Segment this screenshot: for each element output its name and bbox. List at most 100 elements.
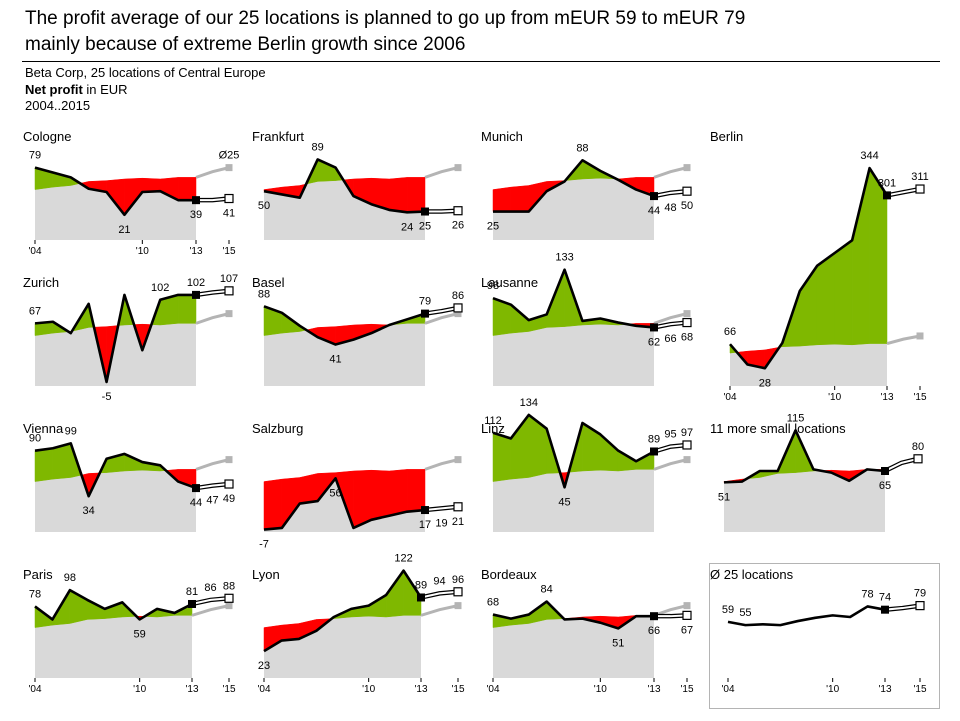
deviation-fill bbox=[388, 469, 408, 517]
value-label: 88 bbox=[223, 580, 235, 592]
value-label: 74 bbox=[879, 592, 891, 604]
headline: The profit average of our 25 locations i… bbox=[25, 6, 925, 58]
panel-title: Lausanne bbox=[481, 275, 538, 290]
value-label: 78 bbox=[861, 588, 873, 600]
company-line: Beta Corp, 25 locations of Central Europ… bbox=[25, 65, 266, 80]
plan-end-marker bbox=[453, 303, 463, 313]
deviation-fill bbox=[834, 239, 853, 346]
x-tick-label: '15 bbox=[222, 684, 235, 695]
average-area bbox=[35, 323, 196, 386]
average-plan-marker bbox=[683, 164, 691, 172]
value-label: 79 bbox=[29, 150, 41, 162]
value-label: 17 bbox=[419, 519, 431, 531]
actual-line bbox=[34, 588, 193, 621]
value-label: 102 bbox=[151, 282, 169, 294]
average-plan-marker bbox=[454, 602, 462, 610]
value-label: 134 bbox=[520, 397, 538, 409]
period-line: 2004..2015 bbox=[25, 98, 91, 113]
x-tick-label: '15 bbox=[913, 392, 926, 403]
value-label: 26 bbox=[452, 220, 464, 232]
value-label: 98 bbox=[64, 572, 76, 584]
deviation-fill bbox=[385, 569, 404, 618]
plan-end-marker bbox=[915, 184, 925, 194]
x-tick-label: '10 bbox=[828, 392, 841, 403]
deviation-fill bbox=[492, 186, 512, 212]
value-label: 50 bbox=[258, 200, 270, 212]
average-plan-marker bbox=[225, 310, 233, 318]
value-label: 51 bbox=[718, 491, 730, 503]
panel-title: 11 more small locations bbox=[710, 421, 846, 436]
average-plan-line bbox=[653, 604, 688, 617]
value-label: 67 bbox=[29, 305, 41, 317]
value-label: 78 bbox=[29, 588, 41, 600]
panel-title: Salzburg bbox=[252, 421, 303, 436]
value-label: 56 bbox=[329, 487, 341, 499]
panel-title: Vienna bbox=[23, 421, 64, 436]
deviation-fill bbox=[510, 185, 530, 212]
value-label: 68 bbox=[487, 597, 499, 609]
last-actual-marker bbox=[417, 593, 425, 602]
plan-end-marker bbox=[682, 317, 692, 328]
x-tick-label: '15 bbox=[913, 684, 926, 695]
actual-line bbox=[492, 413, 655, 489]
headline-line-2: mainly because of extreme Berlin growth … bbox=[25, 34, 466, 55]
value-label: 107 bbox=[220, 273, 238, 285]
plan-line-inner bbox=[196, 197, 230, 202]
x-tick-label: '13 bbox=[185, 684, 198, 695]
value-label: 62 bbox=[648, 336, 660, 348]
average-area bbox=[493, 615, 654, 678]
average-area bbox=[35, 615, 192, 678]
last-actual-marker bbox=[650, 323, 658, 332]
value-label: 102 bbox=[187, 277, 205, 289]
average-plan-line bbox=[195, 166, 230, 179]
average-plan-marker bbox=[683, 602, 691, 610]
plan-end-marker bbox=[682, 186, 692, 196]
deviation-fill bbox=[406, 469, 426, 512]
last-actual-marker bbox=[421, 207, 429, 216]
panel-title: Frankfurt bbox=[252, 129, 304, 144]
average-plan-marker bbox=[225, 602, 233, 610]
average-area bbox=[493, 323, 654, 386]
plan-line-inner bbox=[653, 190, 688, 198]
average-plan-marker bbox=[916, 332, 924, 340]
value-label: 25 bbox=[419, 221, 431, 233]
value-label: 112 bbox=[484, 415, 502, 427]
plan-end-marker bbox=[224, 479, 234, 489]
deviation-fill bbox=[816, 252, 835, 346]
average-plan-line bbox=[424, 458, 459, 471]
average-plan-marker bbox=[683, 456, 691, 464]
value-label: 41 bbox=[223, 208, 235, 220]
value-label: 89 bbox=[312, 141, 324, 153]
x-tick-label: '04 bbox=[257, 684, 270, 695]
value-label: 67 bbox=[681, 624, 693, 636]
actual-line bbox=[493, 158, 655, 213]
x-tick-label: '04 bbox=[28, 684, 41, 695]
plan-line-inner bbox=[195, 289, 230, 296]
x-tick-label: '10 bbox=[594, 684, 607, 695]
value-label: 39 bbox=[190, 209, 202, 221]
average-plan-line bbox=[424, 166, 459, 179]
value-label: 24 bbox=[401, 221, 413, 233]
plan-line-inner bbox=[654, 614, 688, 618]
x-tick-label: '04 bbox=[28, 246, 41, 257]
value-label: Ø25 bbox=[219, 150, 240, 162]
value-label: 301 bbox=[878, 177, 896, 189]
value-label: 89 bbox=[415, 579, 427, 591]
deviation-fill bbox=[299, 473, 318, 504]
value-label: 50 bbox=[681, 200, 693, 212]
deviation-fill bbox=[353, 469, 372, 529]
value-label: 25 bbox=[487, 221, 499, 233]
deviation-fill bbox=[142, 177, 161, 193]
average-plan-marker bbox=[683, 310, 691, 318]
measure-line: Net profit in EUR bbox=[25, 82, 266, 99]
value-label: 66 bbox=[648, 625, 660, 637]
average-area bbox=[35, 469, 196, 532]
plan-end-marker bbox=[682, 440, 692, 450]
value-label: 86 bbox=[204, 582, 216, 594]
panel-25-locations: Ø 25 locations 59 55 78 74 79 '04 '10 '13 '15 bbox=[710, 567, 927, 695]
x-tick-label: '15 bbox=[222, 246, 235, 257]
x-tick-label: '13 bbox=[189, 246, 202, 257]
deviation-fill bbox=[371, 469, 390, 521]
